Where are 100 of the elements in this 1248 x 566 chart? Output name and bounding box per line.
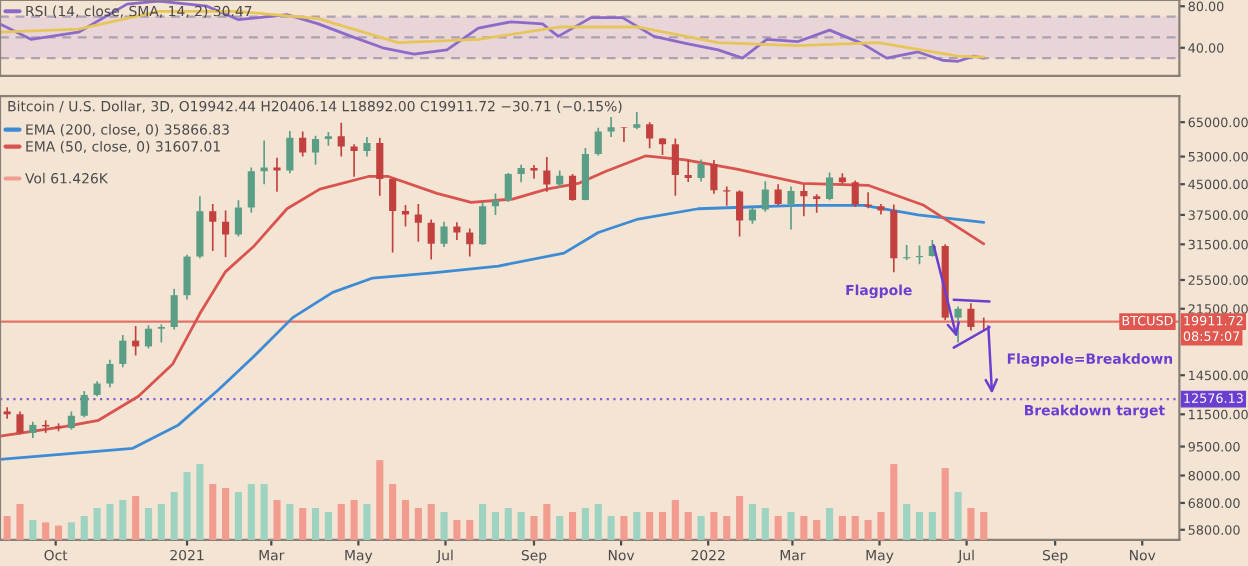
bar bbox=[915, 512, 924, 540]
bar bbox=[903, 504, 911, 540]
bar bbox=[389, 484, 397, 540]
bar bbox=[864, 520, 872, 540]
bar bbox=[67, 522, 75, 540]
bar bbox=[543, 504, 551, 540]
bar bbox=[157, 504, 165, 540]
candlestick bbox=[427, 218, 435, 261]
bar bbox=[504, 508, 512, 540]
candlestick bbox=[106, 358, 114, 389]
candlestick bbox=[980, 316, 988, 332]
bar bbox=[209, 484, 217, 540]
candlestick bbox=[350, 143, 358, 178]
bar bbox=[941, 468, 949, 540]
bar bbox=[658, 512, 667, 540]
bar bbox=[132, 496, 140, 540]
bar bbox=[825, 508, 834, 540]
candlestick bbox=[671, 137, 679, 197]
candlestick bbox=[813, 193, 821, 214]
candlestick bbox=[67, 410, 75, 431]
bar bbox=[607, 516, 615, 540]
bar bbox=[736, 496, 744, 540]
bar bbox=[427, 504, 435, 540]
bar bbox=[684, 512, 692, 540]
bar bbox=[414, 508, 422, 540]
bar bbox=[299, 508, 307, 540]
bar bbox=[119, 500, 127, 540]
bar bbox=[594, 504, 602, 540]
bar bbox=[466, 520, 474, 540]
candlestick bbox=[684, 159, 692, 183]
bar bbox=[620, 516, 628, 540]
candlestick bbox=[234, 199, 243, 238]
candlestick bbox=[144, 324, 153, 350]
candlestick bbox=[800, 183, 808, 218]
candlestick bbox=[247, 166, 255, 214]
candlestick bbox=[209, 203, 217, 252]
bar bbox=[311, 508, 320, 540]
candlestick bbox=[196, 195, 204, 260]
bar bbox=[851, 516, 859, 540]
candlestick bbox=[710, 159, 718, 195]
candlestick bbox=[479, 201, 487, 246]
bar bbox=[877, 512, 885, 540]
bar bbox=[260, 484, 268, 540]
bar bbox=[286, 504, 294, 540]
candlestick bbox=[466, 227, 474, 258]
candlestick bbox=[311, 134, 320, 166]
candlestick bbox=[607, 116, 615, 138]
candlestick bbox=[389, 177, 397, 254]
candlestick bbox=[825, 171, 834, 202]
candlestick bbox=[222, 209, 230, 258]
bar bbox=[93, 508, 101, 540]
candlestick bbox=[761, 180, 769, 213]
bar bbox=[710, 512, 718, 540]
bar bbox=[967, 508, 975, 540]
bar bbox=[697, 516, 705, 540]
bar bbox=[106, 504, 114, 540]
candlestick bbox=[890, 203, 898, 274]
bar bbox=[491, 512, 500, 540]
bar bbox=[170, 492, 178, 540]
candlestick bbox=[967, 302, 975, 332]
line-series bbox=[0, 0, 986, 63]
candlestick bbox=[491, 192, 500, 216]
candlestick bbox=[273, 157, 281, 193]
candlestick bbox=[864, 191, 872, 210]
bar bbox=[453, 520, 461, 540]
bar bbox=[80, 516, 88, 540]
candlestick bbox=[581, 147, 589, 202]
candlestick bbox=[157, 323, 165, 344]
candlestick bbox=[170, 287, 178, 331]
candlestick bbox=[183, 254, 191, 301]
bar bbox=[337, 504, 345, 540]
candlestick bbox=[851, 179, 859, 208]
candlestick bbox=[286, 130, 294, 175]
candlestick bbox=[260, 139, 268, 186]
candlestick bbox=[633, 111, 641, 131]
bar bbox=[29, 520, 37, 540]
bar bbox=[222, 488, 230, 540]
candlestick bbox=[80, 390, 88, 419]
bar bbox=[980, 512, 988, 540]
bar bbox=[479, 504, 487, 540]
bar bbox=[54, 525, 63, 540]
bar bbox=[234, 492, 243, 540]
bar bbox=[633, 512, 641, 540]
bar bbox=[748, 504, 757, 540]
candlestick bbox=[594, 126, 602, 157]
candlestick bbox=[697, 158, 705, 183]
bar bbox=[671, 500, 679, 540]
line-series bbox=[0, 203, 986, 461]
bar bbox=[568, 512, 577, 540]
candlestick bbox=[337, 121, 345, 158]
candlestick bbox=[787, 185, 795, 231]
candlestick bbox=[620, 126, 628, 143]
candlestick bbox=[16, 410, 24, 436]
bar bbox=[376, 460, 384, 540]
candlestick bbox=[736, 189, 744, 238]
candlestick bbox=[299, 130, 307, 158]
bar bbox=[350, 500, 358, 540]
bar bbox=[3, 516, 11, 540]
bar bbox=[813, 520, 821, 540]
candlestick bbox=[646, 121, 654, 150]
